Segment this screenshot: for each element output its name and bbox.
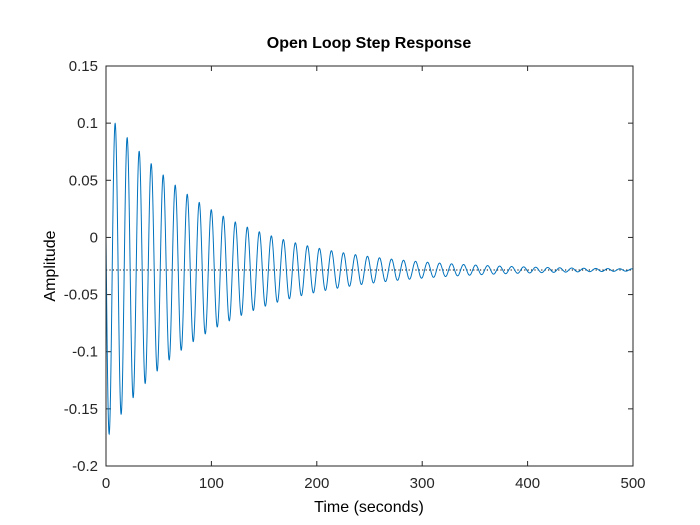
y-tick-label: 0.05 — [69, 172, 98, 189]
y-tick-label: 0.15 — [69, 58, 98, 75]
y-tick-label: -0.2 — [72, 458, 98, 475]
y-tick-label: 0 — [90, 229, 98, 246]
x-tick-label: 0 — [102, 475, 110, 492]
x-tick-label: 300 — [410, 475, 435, 492]
ticks-layer: 0 100 200 300 400 500 -0.2 -0.15 -0.1 -0.05 0 0.05 0… — [64, 58, 646, 492]
x-axis-label: Time (seconds) — [314, 499, 424, 516]
y-tick-label: -0.15 — [64, 401, 98, 418]
y-axis-label: Amplitude — [42, 230, 59, 301]
series-layer — [105, 122, 634, 436]
y-tick-label: -0.1 — [72, 344, 98, 361]
x-tick-label: 400 — [515, 475, 540, 492]
axes-box — [105, 65, 634, 467]
x-tick-label: 200 — [304, 475, 329, 492]
y-tick-label: 0.1 — [77, 115, 98, 132]
x-tick-label: 100 — [199, 475, 224, 492]
x-tick-label: 500 — [620, 475, 645, 492]
step-response-line — [105, 122, 634, 436]
chart-title: Open Loop Step Response — [267, 35, 472, 52]
y-tick-label: -0.05 — [64, 287, 98, 304]
